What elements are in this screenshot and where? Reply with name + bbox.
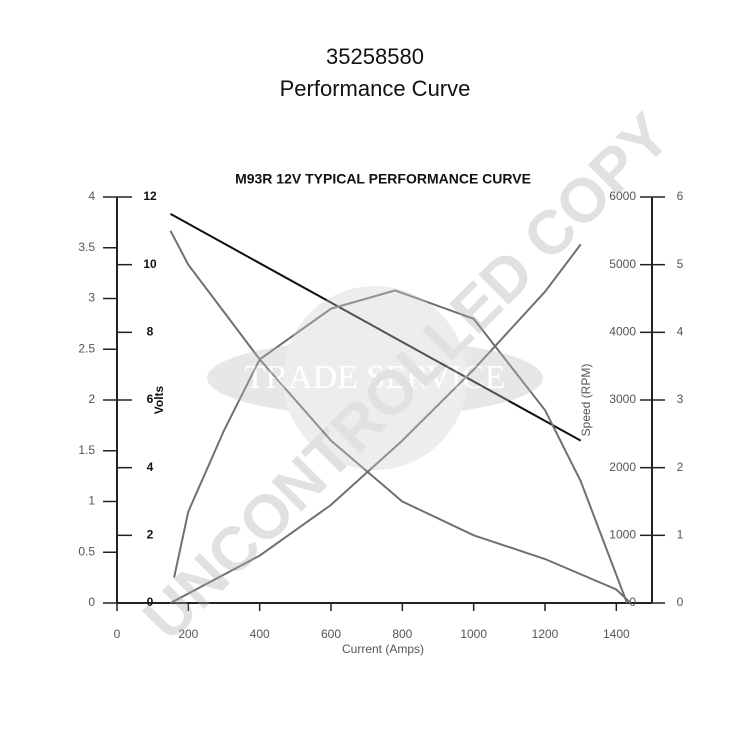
series-line xyxy=(169,230,632,604)
y-tick-label: 0 xyxy=(147,595,154,609)
y-tick-label: 4 xyxy=(677,325,684,339)
series-line xyxy=(170,213,582,442)
x-tick-label: 1000 xyxy=(460,627,487,641)
series-line xyxy=(173,289,628,604)
y-tick-label: 1000 xyxy=(609,528,636,542)
x-tick-label: 800 xyxy=(392,627,412,641)
x-tick-label: 600 xyxy=(321,627,341,641)
y-tick-label: 6 xyxy=(147,392,154,406)
badge-text: TRADE SERVICE xyxy=(245,359,506,396)
y-tick-label: 4 xyxy=(88,189,95,203)
x-axis-label: Current (Amps) xyxy=(342,642,424,656)
y-tick-label: 0 xyxy=(88,595,95,609)
y-tick-label: 10 xyxy=(143,257,157,271)
chart-title: M93R 12V TYPICAL PERFORMANCE CURVE xyxy=(235,171,531,187)
series-line xyxy=(170,243,582,604)
y-tick-label: 2000 xyxy=(609,460,636,474)
y-tick-label: 2 xyxy=(677,460,684,474)
page-subtitle: Performance Curve xyxy=(280,76,471,101)
y-tick-label: 0.5 xyxy=(78,544,95,558)
y-tick-label: 3 xyxy=(677,392,684,406)
y-tick-label: 2 xyxy=(147,528,154,542)
x-tick-label: 200 xyxy=(178,627,198,641)
x-tick-label: 400 xyxy=(250,627,270,641)
y-tick-label: 3 xyxy=(88,291,95,305)
page-title: 35258580 xyxy=(326,44,424,69)
badge xyxy=(207,340,543,416)
y-tick-label: 3.5 xyxy=(78,240,95,254)
y-axis-label: Speed (RPM) xyxy=(579,364,593,437)
x-tick-label: 1400 xyxy=(603,627,630,641)
y-tick-label: 1 xyxy=(88,494,95,508)
y-tick-label: 1 xyxy=(677,528,684,542)
y-tick-label: 4 xyxy=(147,460,154,474)
y-tick-label: 8 xyxy=(147,325,154,339)
y-tick-label: 4000 xyxy=(609,325,636,339)
plot: 0 200 400 600 800 1000 1200 140000.511.522.533.… xyxy=(78,189,683,641)
y-tick-label: 5000 xyxy=(609,257,636,271)
x-tick-label: 0 xyxy=(114,627,121,641)
y-axis-label: Volts xyxy=(152,385,166,414)
y-tick-label: 1.5 xyxy=(78,443,95,457)
y-tick-label: 3000 xyxy=(609,392,636,406)
y-tick-label: 2.5 xyxy=(78,341,95,355)
badge-circle xyxy=(283,286,467,470)
x-tick-label: 1200 xyxy=(532,627,559,641)
y-tick-label: 12 xyxy=(143,189,157,203)
y-tick-label: 2 xyxy=(88,392,95,406)
y-tick-label: 6 xyxy=(677,189,684,203)
y-tick-label: 6000 xyxy=(609,189,636,203)
y-tick-label: 0 xyxy=(677,595,684,609)
y-tick-label: 0 xyxy=(629,595,636,609)
y-tick-label: 5 xyxy=(677,257,684,271)
